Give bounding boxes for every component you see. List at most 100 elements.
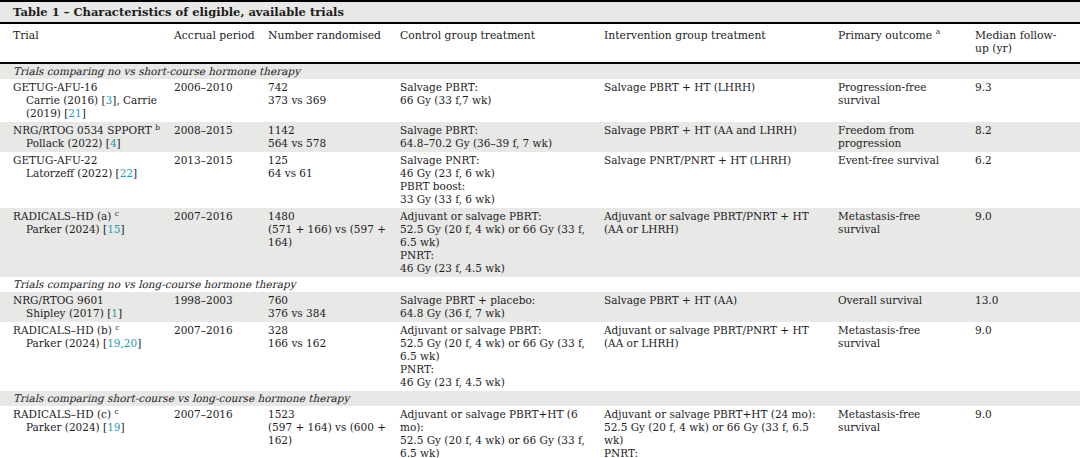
section-heading: Trials comparing no vs short-course horm… xyxy=(0,63,1080,79)
citation-text: ] xyxy=(137,337,141,349)
text-line: Salvage PBRT: xyxy=(400,124,594,137)
trial-citation: Parker (2024) [15] xyxy=(13,223,164,236)
trial-citation: Parker (2024) [19,20] xyxy=(13,337,164,350)
citation-text: ] xyxy=(118,307,122,319)
primary-outcome-cell: Event-free survival xyxy=(838,152,975,208)
text-line: 46 Gy (23 f, 4.5 wk) xyxy=(400,262,594,275)
number-randomised-cell: 12564 vs 61 xyxy=(268,152,400,208)
trial-name: GETUG-AFU-22 xyxy=(13,154,164,167)
citation-ref-link[interactable]: 4 xyxy=(110,137,117,149)
control-treatment-cell: Adjuvant or salvage PBRT:52.5 Gy (20 f, … xyxy=(400,322,604,391)
citation-ref-link[interactable]: 19 xyxy=(107,421,120,433)
median-followup-cell: 9.0 xyxy=(975,406,1080,458)
text-line: Adjuvant or salvage PBRT: xyxy=(400,210,594,223)
trial-name: GETUG-AFU-16 xyxy=(13,81,164,94)
trial-cell: RADICALS–HD (a) cParker (2024) [15] xyxy=(0,208,174,277)
intervention-treatment-cell: Adjuvant or salvage PBRT+HT (24 mo):52.5… xyxy=(604,406,838,458)
table-body: Trials comparing no vs short-course horm… xyxy=(0,63,1080,458)
text-line: Salvage PNRT/PNRT + HT (LHRH) xyxy=(604,154,828,167)
text-line: PBRT boost: xyxy=(400,180,594,193)
median-followup-cell: 13.0 xyxy=(975,292,1080,322)
trial-row: NRG/RTOG 0534 SPPORT bPollack (2022) [4]… xyxy=(0,122,1080,152)
trial-row: NRG/RTOG 9601Shipley (2017) [1]1998–2003… xyxy=(0,292,1080,322)
table-title: Table 1 – Characteristics of eligible, a… xyxy=(0,2,1080,24)
text-line: 1480 xyxy=(268,210,390,223)
primary-outcome-cell: Metastasis-free survival xyxy=(838,208,975,277)
citation-text: ] xyxy=(82,107,86,119)
citation-text: Parker (2024) [ xyxy=(26,337,107,349)
citation-ref-link[interactable]: 15 xyxy=(107,223,120,235)
text-line: 64 vs 61 xyxy=(268,167,390,180)
median-followup-cell: 6.2 xyxy=(975,152,1080,208)
text-line: Salvage PNRT: xyxy=(400,154,594,167)
accrual-period-cell: 2007–2016 xyxy=(174,406,268,458)
text-line: (597 + 164) vs (600 + 162) xyxy=(268,421,390,447)
citation-text: ] xyxy=(117,137,121,149)
text-line: 376 vs 384 xyxy=(268,307,390,320)
text-line: 166 vs 162 xyxy=(268,337,390,350)
accrual-period-cell: 2013–2015 xyxy=(174,152,268,208)
text-line: 33 Gy (33 f, 6 wk) xyxy=(400,193,594,206)
primary-outcome-cell: Overall survival xyxy=(838,292,975,322)
footnote-marker: b xyxy=(155,123,160,132)
text-line: (571 + 166) vs (597 + 164) xyxy=(268,223,390,249)
column-header: Accrual period xyxy=(174,24,268,63)
text-line: 564 vs 578 xyxy=(268,137,390,150)
citation-ref-link[interactable]: 22 xyxy=(120,167,133,179)
text-line: 1142 xyxy=(268,124,390,137)
text-line: 52.5 Gy (20 f, 4 wk) or 66 Gy (33 f, 6.5… xyxy=(604,421,828,447)
citation-ref-link[interactable]: 21 xyxy=(68,107,81,119)
citation-ref-link[interactable]: 19,20 xyxy=(107,337,137,349)
number-randomised-cell: 742373 vs 369 xyxy=(268,79,400,122)
header-row: TrialAccrual periodNumber randomisedCont… xyxy=(0,24,1080,63)
control-treatment-cell: Salvage PBRT:66 Gy (33 f,7 wk) xyxy=(400,79,604,122)
intervention-treatment-cell: Adjuvant or salvage PBRT/PNRT + HT (AA o… xyxy=(604,322,838,391)
text-line: 373 vs 369 xyxy=(268,94,390,107)
median-followup-cell: 9.3 xyxy=(975,79,1080,122)
text-line: 46 Gy (23 f, 6 wk) xyxy=(400,167,594,180)
trial-name: RADICALS–HD (a) c xyxy=(13,210,164,223)
text-line: 66 Gy (33 f,7 wk) xyxy=(400,94,594,107)
number-randomised-cell: 1523(597 + 164) vs (600 + 162) xyxy=(268,406,400,458)
text-line: Adjuvant or salvage PBRT: xyxy=(400,324,594,337)
primary-outcome-cell: Freedom from progression xyxy=(838,122,975,152)
number-randomised-cell: 760376 vs 384 xyxy=(268,292,400,322)
text-line: Salvage PBRT + HT (AA and LHRH) xyxy=(604,124,828,137)
control-treatment-cell: Salvage PBRT + placebo:64.8 Gy (36 f, 7 … xyxy=(400,292,604,322)
median-followup-cell: 9.0 xyxy=(975,322,1080,391)
citation-text: ] xyxy=(133,167,137,179)
number-randomised-cell: 1142564 vs 578 xyxy=(268,122,400,152)
section-heading-row: Trials comparing short-course vs long-co… xyxy=(0,391,1080,406)
trial-name: RADICALS–HD (b) c xyxy=(13,324,164,337)
text-line: 742 xyxy=(268,81,390,94)
text-line: PNRT: xyxy=(400,249,594,262)
citation-text: Pollack (2022) [ xyxy=(26,137,110,149)
text-line: 760 xyxy=(268,294,390,307)
citation-text: Parker (2024) [ xyxy=(26,421,107,433)
text-line: Salvage PBRT: xyxy=(400,81,594,94)
column-header: Control group treatment xyxy=(400,24,604,63)
number-randomised-cell: 328166 vs 162 xyxy=(268,322,400,391)
text-line: 52.5 Gy (20 f, 4 wk) or 66 Gy (33 f, 6.5… xyxy=(400,337,594,363)
control-treatment-cell: Salvage PBRT:64.8–70.2 Gy (36–39 f, 7 wk… xyxy=(400,122,604,152)
text-line: Salvage PBRT + HT (AA) xyxy=(604,294,828,307)
accrual-period-cell: 2007–2016 xyxy=(174,322,268,391)
footnote-marker: c xyxy=(114,407,118,416)
median-followup-cell: 9.0 xyxy=(975,208,1080,277)
citation-ref-link[interactable]: 1 xyxy=(111,307,118,319)
column-header: Trial xyxy=(0,24,174,63)
text-line: PNRT: xyxy=(604,447,828,458)
accrual-period-cell: 2007–2016 xyxy=(174,208,268,277)
column-header: Number randomised xyxy=(268,24,400,63)
control-treatment-cell: Adjuvant or salvage PBRT:52.5 Gy (20 f, … xyxy=(400,208,604,277)
citation-text: Carrie (2016) [ xyxy=(26,94,106,106)
text-line: Adjuvant or salvage PBRT+HT (24 mo): xyxy=(604,408,828,421)
section-heading: Trials comparing no vs long-course hormo… xyxy=(0,277,1080,292)
trial-citation: Carrie (2016) [3], Carrie (2019) [21] xyxy=(13,94,164,120)
trial-row: RADICALS–HD (c) cParker (2024) [19]2007–… xyxy=(0,406,1080,458)
trial-row: RADICALS–HD (a) cParker (2024) [15]2007–… xyxy=(0,208,1080,277)
column-header: Primary outcome a xyxy=(838,24,975,63)
trial-citation: Parker (2024) [19] xyxy=(13,421,164,434)
text-line: Salvage PBRT + placebo: xyxy=(400,294,594,307)
text-line: 52.5 Gy (20 f, 4 wk) or 66 Gy (33 f, 6.5… xyxy=(400,223,594,249)
